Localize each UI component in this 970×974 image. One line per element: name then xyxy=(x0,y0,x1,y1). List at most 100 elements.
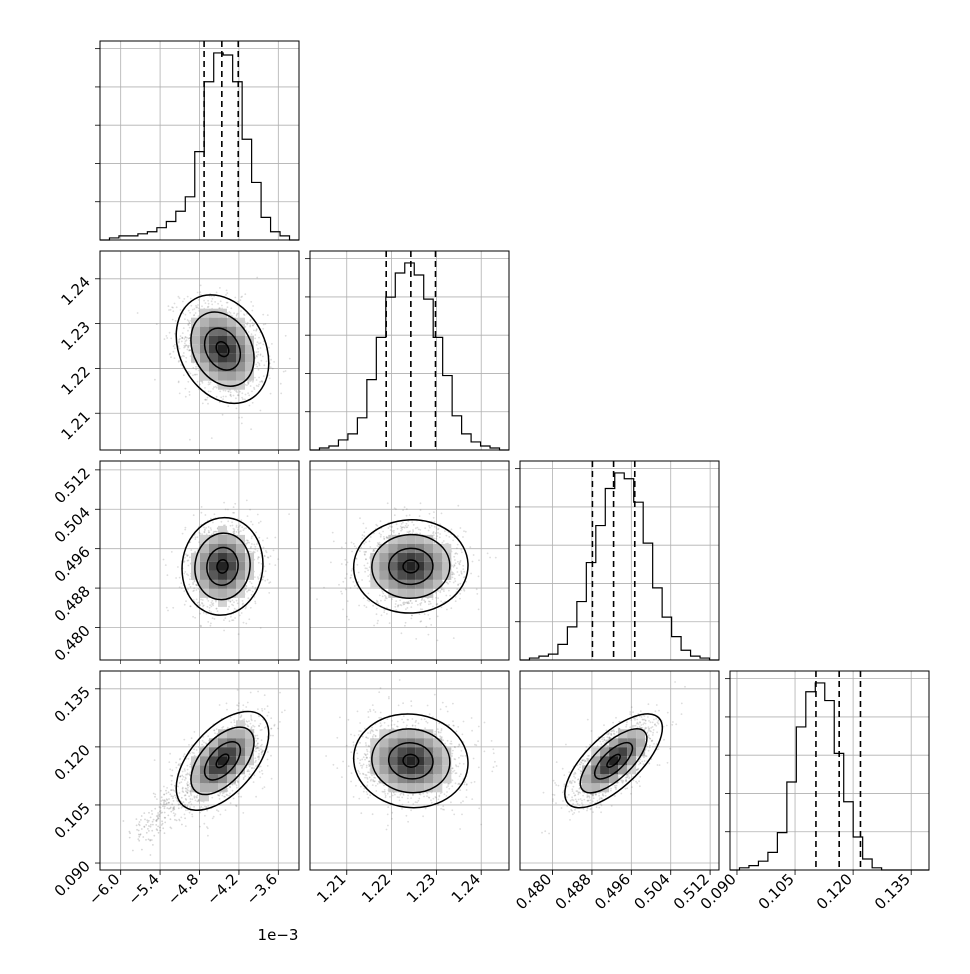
scatter-panel-1-2 xyxy=(310,461,509,660)
x-tick-label-0-0: −6.0 xyxy=(85,870,123,908)
x-tick-label-2-2: 0.496 xyxy=(591,870,634,913)
x-tick-label-1-0: 1.21 xyxy=(313,870,349,906)
density-cell xyxy=(406,535,415,544)
density-cell xyxy=(397,747,406,756)
panel-frame xyxy=(520,461,719,660)
scatter-panel-0-1 xyxy=(100,251,299,450)
density-cell xyxy=(433,756,442,765)
density-cell xyxy=(415,747,424,756)
histogram-steps xyxy=(520,473,719,660)
density-cell xyxy=(397,553,406,562)
density-cell xyxy=(200,783,209,792)
density-cell xyxy=(218,589,227,598)
density-cell xyxy=(397,765,406,774)
y-tick-label-2-4: 0.512 xyxy=(51,464,94,507)
density-cell xyxy=(388,774,397,783)
density-cells xyxy=(191,526,254,607)
y-tick-label-1-2: 1.23 xyxy=(57,318,93,354)
x-tick-label-1-1: 1.22 xyxy=(358,870,394,906)
density-cell xyxy=(433,571,442,580)
y-tick-label-2-1: 0.488 xyxy=(51,582,94,625)
density-cell xyxy=(218,562,227,571)
x-tick-label-0-1: −5.4 xyxy=(124,870,162,908)
x-tick-label-3-3: 0.135 xyxy=(871,870,914,913)
x-tick-label-3-1: 0.105 xyxy=(755,870,798,913)
density-cell xyxy=(433,553,442,562)
density-cell xyxy=(388,580,397,589)
density-cell xyxy=(218,535,227,544)
density-cell xyxy=(424,580,433,589)
scatter-panel-1-3 xyxy=(310,671,509,870)
density-cell xyxy=(218,318,227,327)
density-cell xyxy=(424,544,433,553)
density-cell xyxy=(433,580,442,589)
density-cell xyxy=(415,553,424,562)
density-cell xyxy=(200,318,209,327)
y-tick-label-3-2: 0.120 xyxy=(51,741,94,784)
density-cell xyxy=(406,589,415,598)
x-tick-label-0-3: −4.2 xyxy=(203,870,241,908)
y-tick-label-1-3: 1.24 xyxy=(57,273,93,309)
density-cell xyxy=(379,765,388,774)
x-tick-label-2-3: 0.504 xyxy=(630,870,673,913)
density-cell xyxy=(415,571,424,580)
density-cell xyxy=(582,774,591,783)
density-cell xyxy=(415,783,424,792)
histogram-panel-2 xyxy=(515,461,719,660)
density-cell xyxy=(424,738,433,747)
histogram-panel-3 xyxy=(725,671,929,870)
x-tick-label-2-1: 0.488 xyxy=(552,870,595,913)
density-cell xyxy=(433,562,442,571)
density-cell xyxy=(191,336,200,345)
density-cell xyxy=(379,553,388,562)
histogram-panel-1 xyxy=(305,251,509,450)
density-cell xyxy=(609,756,618,765)
density-cell xyxy=(191,774,200,783)
x-tick-label-1-2: 1.23 xyxy=(403,870,439,906)
density-cell xyxy=(406,729,415,738)
x-offset-text: 1e−3 xyxy=(258,926,299,944)
scatter-panel-2-3 xyxy=(520,671,719,870)
density-cell xyxy=(406,756,415,765)
panel-frame xyxy=(310,251,509,450)
density-cell xyxy=(227,372,236,381)
x-tick-label-2-0: 0.480 xyxy=(512,870,555,913)
histogram-steps xyxy=(730,683,929,870)
density-cell xyxy=(236,544,245,553)
density-cell xyxy=(200,580,209,589)
density-cell xyxy=(209,783,218,792)
density-cell xyxy=(245,738,254,747)
density-cell xyxy=(406,783,415,792)
density-cells xyxy=(370,729,451,792)
x-tick-label-0-2: −4.8 xyxy=(164,870,202,908)
density-cell xyxy=(397,571,406,580)
x-tick-label-1-3: 1.24 xyxy=(448,870,484,906)
density-cell xyxy=(218,372,227,381)
density-cell xyxy=(379,571,388,580)
density-cell xyxy=(388,544,397,553)
density-cell xyxy=(591,747,600,756)
density-cell xyxy=(636,738,645,747)
density-cell xyxy=(227,729,236,738)
density-cell xyxy=(218,345,227,354)
density-cell xyxy=(433,765,442,774)
y-tick-label-1-0: 1.21 xyxy=(57,407,93,443)
x-tick-label-3-2: 0.120 xyxy=(813,870,856,913)
density-cell xyxy=(236,372,245,381)
density-cell xyxy=(245,354,254,363)
scatter-panel-0-3 xyxy=(100,671,299,870)
y-tick-label-2-0: 0.480 xyxy=(51,622,94,665)
y-tick-label-2-3: 0.504 xyxy=(51,503,94,546)
density-cell xyxy=(209,318,218,327)
density-cell xyxy=(415,765,424,774)
y-tick-label-1-1: 1.22 xyxy=(57,363,93,399)
density-cell xyxy=(379,747,388,756)
density-cells xyxy=(191,309,254,390)
y-tick-label-3-1: 0.105 xyxy=(51,799,94,842)
y-tick-label-2-2: 0.496 xyxy=(51,543,94,586)
density-cell xyxy=(627,765,636,774)
density-cell xyxy=(236,729,245,738)
scatter-panel-0-2 xyxy=(100,461,299,660)
